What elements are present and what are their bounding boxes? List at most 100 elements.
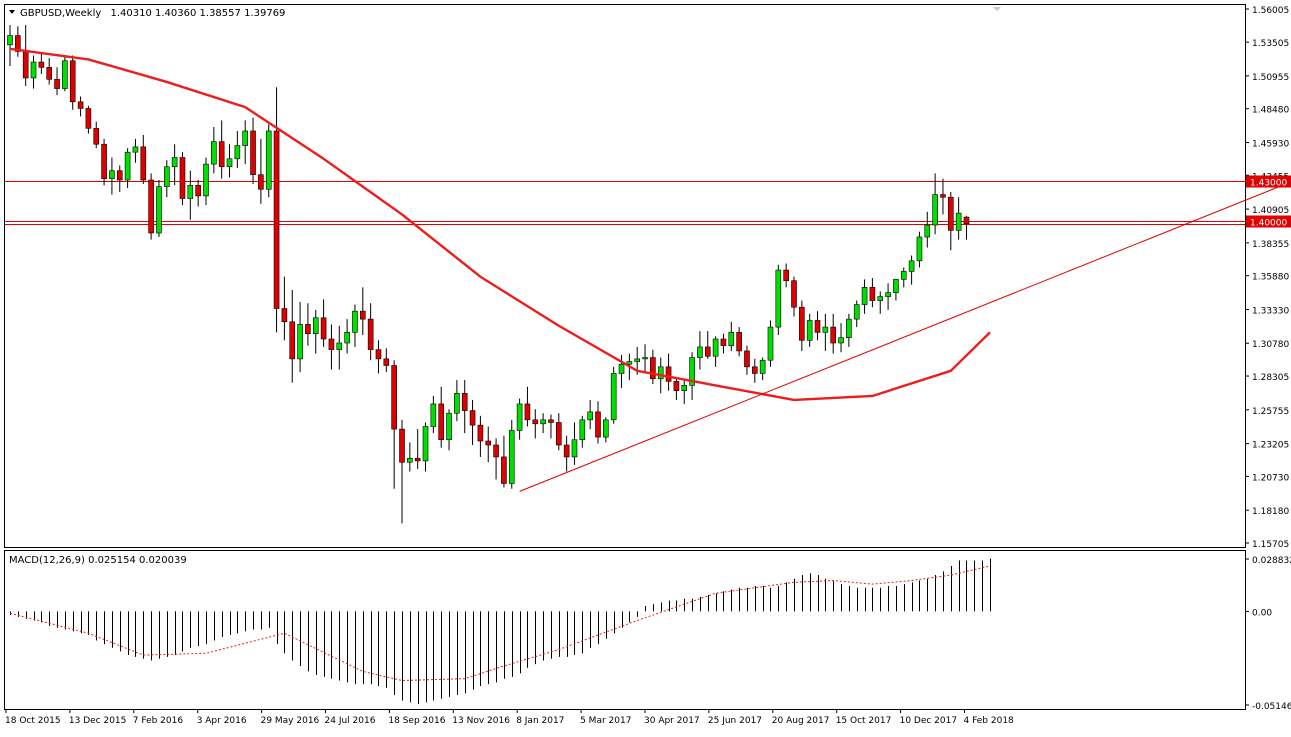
candle-bull xyxy=(603,419,609,438)
price-tick-label: 1.38355 xyxy=(1252,240,1289,250)
level-tags: 1.43000 1.40000 xyxy=(1246,175,1291,229)
candle-bull xyxy=(226,158,233,168)
moving-average-line[interactable] xyxy=(9,47,991,402)
candle-bear xyxy=(305,324,311,335)
candle-bull xyxy=(885,292,891,297)
candle-bull xyxy=(587,411,593,421)
candle-bear xyxy=(179,157,186,199)
macd-tick-label: -0.051467 xyxy=(1252,702,1291,712)
candle-bear xyxy=(281,308,288,323)
candle-bull xyxy=(822,326,829,333)
candle-bull xyxy=(806,320,813,341)
candle-bull xyxy=(508,430,515,484)
candle-bear xyxy=(563,444,570,458)
candle-bear xyxy=(54,78,60,89)
macd-tick-label: 0.028832 xyxy=(1252,556,1291,566)
level-tag-bg xyxy=(1246,175,1291,188)
candle-bear xyxy=(140,146,147,181)
price-tick-label: 1.33330 xyxy=(1252,306,1289,316)
candle-bear xyxy=(493,444,499,458)
candle-bull xyxy=(516,403,523,431)
price-tick-label: 1.18180 xyxy=(1252,507,1289,517)
time-tick-label: 20 Aug 2017 xyxy=(772,716,830,726)
candle-bear xyxy=(548,419,554,423)
horizontal-levels xyxy=(5,181,1245,225)
candle-bull xyxy=(908,260,915,272)
candle-bull xyxy=(132,146,139,153)
candle-bear xyxy=(367,318,374,350)
candle-bear xyxy=(85,108,92,129)
time-tick-label: 18 Sep 2016 xyxy=(388,716,445,726)
candle-bull xyxy=(124,151,131,181)
candle-bear xyxy=(814,320,821,333)
candle-bull xyxy=(916,236,923,262)
time-tick-label: 15 Oct 2017 xyxy=(836,716,892,726)
trendline[interactable] xyxy=(519,180,1291,492)
candle-bear xyxy=(273,130,280,309)
candle-bull xyxy=(657,366,664,380)
macd-signal-line xyxy=(9,565,991,682)
candle-bear xyxy=(799,306,805,341)
candle-bull xyxy=(156,186,162,234)
candle-bull xyxy=(109,170,115,179)
level-tag-label: 1.40000 xyxy=(1250,219,1287,229)
candle-bull xyxy=(312,317,319,335)
candle-bull xyxy=(893,279,899,293)
price-axis: 1.560051.535051.509551.484801.459301.434… xyxy=(1245,6,1289,550)
candle-bear xyxy=(477,424,484,442)
candle-bull xyxy=(344,332,350,344)
candle-bear xyxy=(485,440,492,446)
candle-bull xyxy=(422,426,429,462)
time-axis: 18 Oct 2015 13 Dec 2015 7 Feb 2016 3 Apr 20… xyxy=(5,709,1014,726)
level-tag-label: 1.43000 xyxy=(1250,179,1287,189)
candle-bear xyxy=(524,403,531,421)
candle-bull xyxy=(579,419,586,441)
candle-bull xyxy=(540,419,546,425)
candle-bear xyxy=(650,357,656,380)
candle-bear xyxy=(391,365,397,430)
svg-text:GBPUSD,Weekly 1.40310 1.: GBPUSD,Weekly 1.40310 1.40360 1.38557 1.… xyxy=(20,8,285,19)
candle-bear xyxy=(963,216,970,225)
candle-bull xyxy=(62,60,68,89)
time-tick-label: 8 Jan 2017 xyxy=(516,716,564,726)
macd-histogram xyxy=(10,558,991,705)
price-tick-label: 1.28305 xyxy=(1252,373,1289,383)
candle-bear xyxy=(469,410,476,426)
macd-signal xyxy=(9,565,991,682)
candle-bear xyxy=(720,338,727,346)
price-tick-label: 1.45930 xyxy=(1252,140,1289,150)
symbol-label: GBPUSD,Weekly xyxy=(20,8,101,19)
candle-bear xyxy=(783,269,789,282)
chevron-down-icon[interactable] xyxy=(9,10,15,14)
time-tick-label: 5 Mar 2017 xyxy=(580,716,631,726)
candle-bear xyxy=(555,422,562,446)
price-tick-label: 1.40905 xyxy=(1252,206,1289,216)
candle-bull xyxy=(697,346,703,358)
candle-bear xyxy=(148,179,154,234)
price-tick-label: 1.20730 xyxy=(1252,473,1289,483)
candle-bear xyxy=(501,456,507,484)
candle-bull xyxy=(407,457,413,463)
candle-bull xyxy=(767,326,774,361)
candle-bull xyxy=(877,296,884,301)
candle-bear xyxy=(101,143,107,179)
trendline-group xyxy=(519,180,1291,492)
candle-bear xyxy=(93,128,100,145)
time-tick-label: 4 Feb 2018 xyxy=(964,716,1015,726)
candle-bull xyxy=(759,359,766,374)
candle-bear xyxy=(704,346,711,357)
candle-bear xyxy=(46,67,53,80)
candle-bear xyxy=(15,35,21,52)
price-tick-label: 1.25755 xyxy=(1252,407,1289,417)
candle-bull xyxy=(900,271,907,280)
scroll-marker-icon[interactable] xyxy=(993,7,1001,11)
time-tick-label: 7 Feb 2016 xyxy=(133,716,184,726)
candle-bear xyxy=(869,287,876,301)
price-tick-label: 1.15705 xyxy=(1252,540,1289,550)
macd-label: MACD(12,26,9) 0.025154 0.020039 xyxy=(9,555,187,566)
candle-bull xyxy=(634,358,641,362)
candle-bear xyxy=(116,170,123,181)
candle-bull xyxy=(846,318,852,338)
